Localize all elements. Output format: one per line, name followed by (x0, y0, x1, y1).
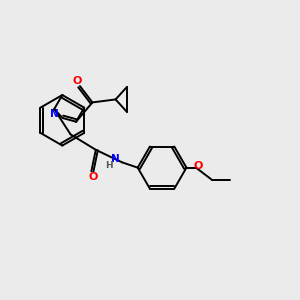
Text: N: N (111, 154, 120, 164)
Text: N: N (50, 110, 58, 119)
Text: O: O (88, 172, 98, 182)
Text: H: H (105, 161, 112, 170)
Text: O: O (73, 76, 82, 86)
Text: O: O (194, 161, 203, 171)
